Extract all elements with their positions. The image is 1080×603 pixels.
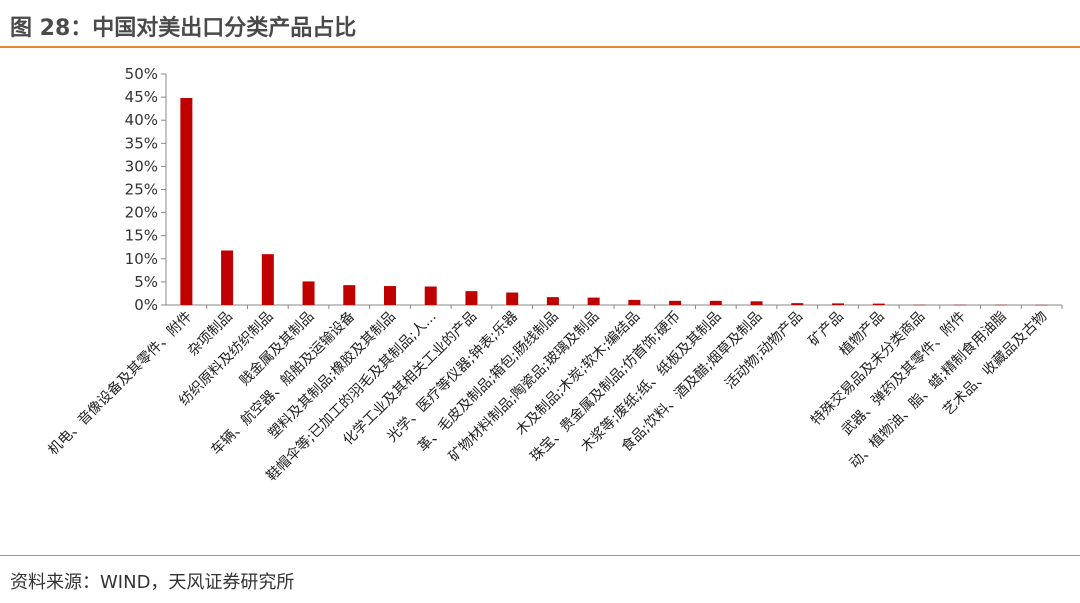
y-tick-label: 40% xyxy=(125,111,158,129)
bar xyxy=(302,281,315,305)
x-category-label: 活动物;动物产品 xyxy=(722,309,806,393)
bar xyxy=(913,304,926,306)
y-tick-label: 30% xyxy=(125,157,158,175)
bar xyxy=(465,291,478,305)
y-tick-label: 0% xyxy=(134,296,158,314)
bar xyxy=(180,98,193,305)
y-tick-label: 25% xyxy=(125,181,158,199)
bar xyxy=(384,286,396,305)
bar xyxy=(709,300,722,305)
bar xyxy=(587,297,600,305)
y-tick-label: 15% xyxy=(125,227,158,245)
bar xyxy=(1035,304,1048,306)
y-tick-label: 45% xyxy=(125,88,158,106)
bar xyxy=(628,299,641,305)
y-tick-label: 20% xyxy=(125,204,158,222)
source-note: 资料来源：WIND，天风证券研究所 xyxy=(10,572,295,593)
bar-chart: 0% 5% 10% 15% 20% 25% 30% 35% 40% 45% 50% 机电、音像设备及… xyxy=(45,65,1063,484)
x-axis-labels: 机电、音像设备及其零件、附件杂项制品纺织原料及纺织制品贱金属及其制品车辆、航空器… xyxy=(45,305,1063,484)
bar xyxy=(669,300,682,305)
y-tick-label: 10% xyxy=(125,250,158,268)
footer-divider xyxy=(0,555,1080,556)
bar xyxy=(424,286,437,305)
page-title: 图 28：中国对美出口分类产品占比 xyxy=(10,16,357,41)
x-category-label: 机电、音像设备及其零件、附件 xyxy=(45,308,196,459)
bar xyxy=(343,285,356,305)
bar xyxy=(221,250,234,305)
bar xyxy=(750,301,763,305)
bar xyxy=(546,297,559,305)
bar xyxy=(872,303,885,305)
x-category-label: 珠宝、贵金属及制品;仿首饰;硬币 xyxy=(527,309,684,466)
bar xyxy=(994,304,1007,306)
x-category-label: 矿物材料制品;陶瓷品;玻璃及制品 xyxy=(445,308,602,465)
bar xyxy=(506,292,519,305)
title-divider xyxy=(0,46,1080,48)
y-tick-label: 50% xyxy=(125,65,158,83)
bar xyxy=(261,254,274,305)
y-axis: 0% 5% 10% 15% 20% 25% 30% 35% 40% 45% 50% xyxy=(125,65,1062,314)
bar xyxy=(791,303,804,305)
bars xyxy=(180,98,1048,306)
y-tick-label: 35% xyxy=(125,134,158,152)
bar xyxy=(832,303,844,305)
bar xyxy=(954,304,967,306)
y-tick-label: 5% xyxy=(134,273,158,291)
